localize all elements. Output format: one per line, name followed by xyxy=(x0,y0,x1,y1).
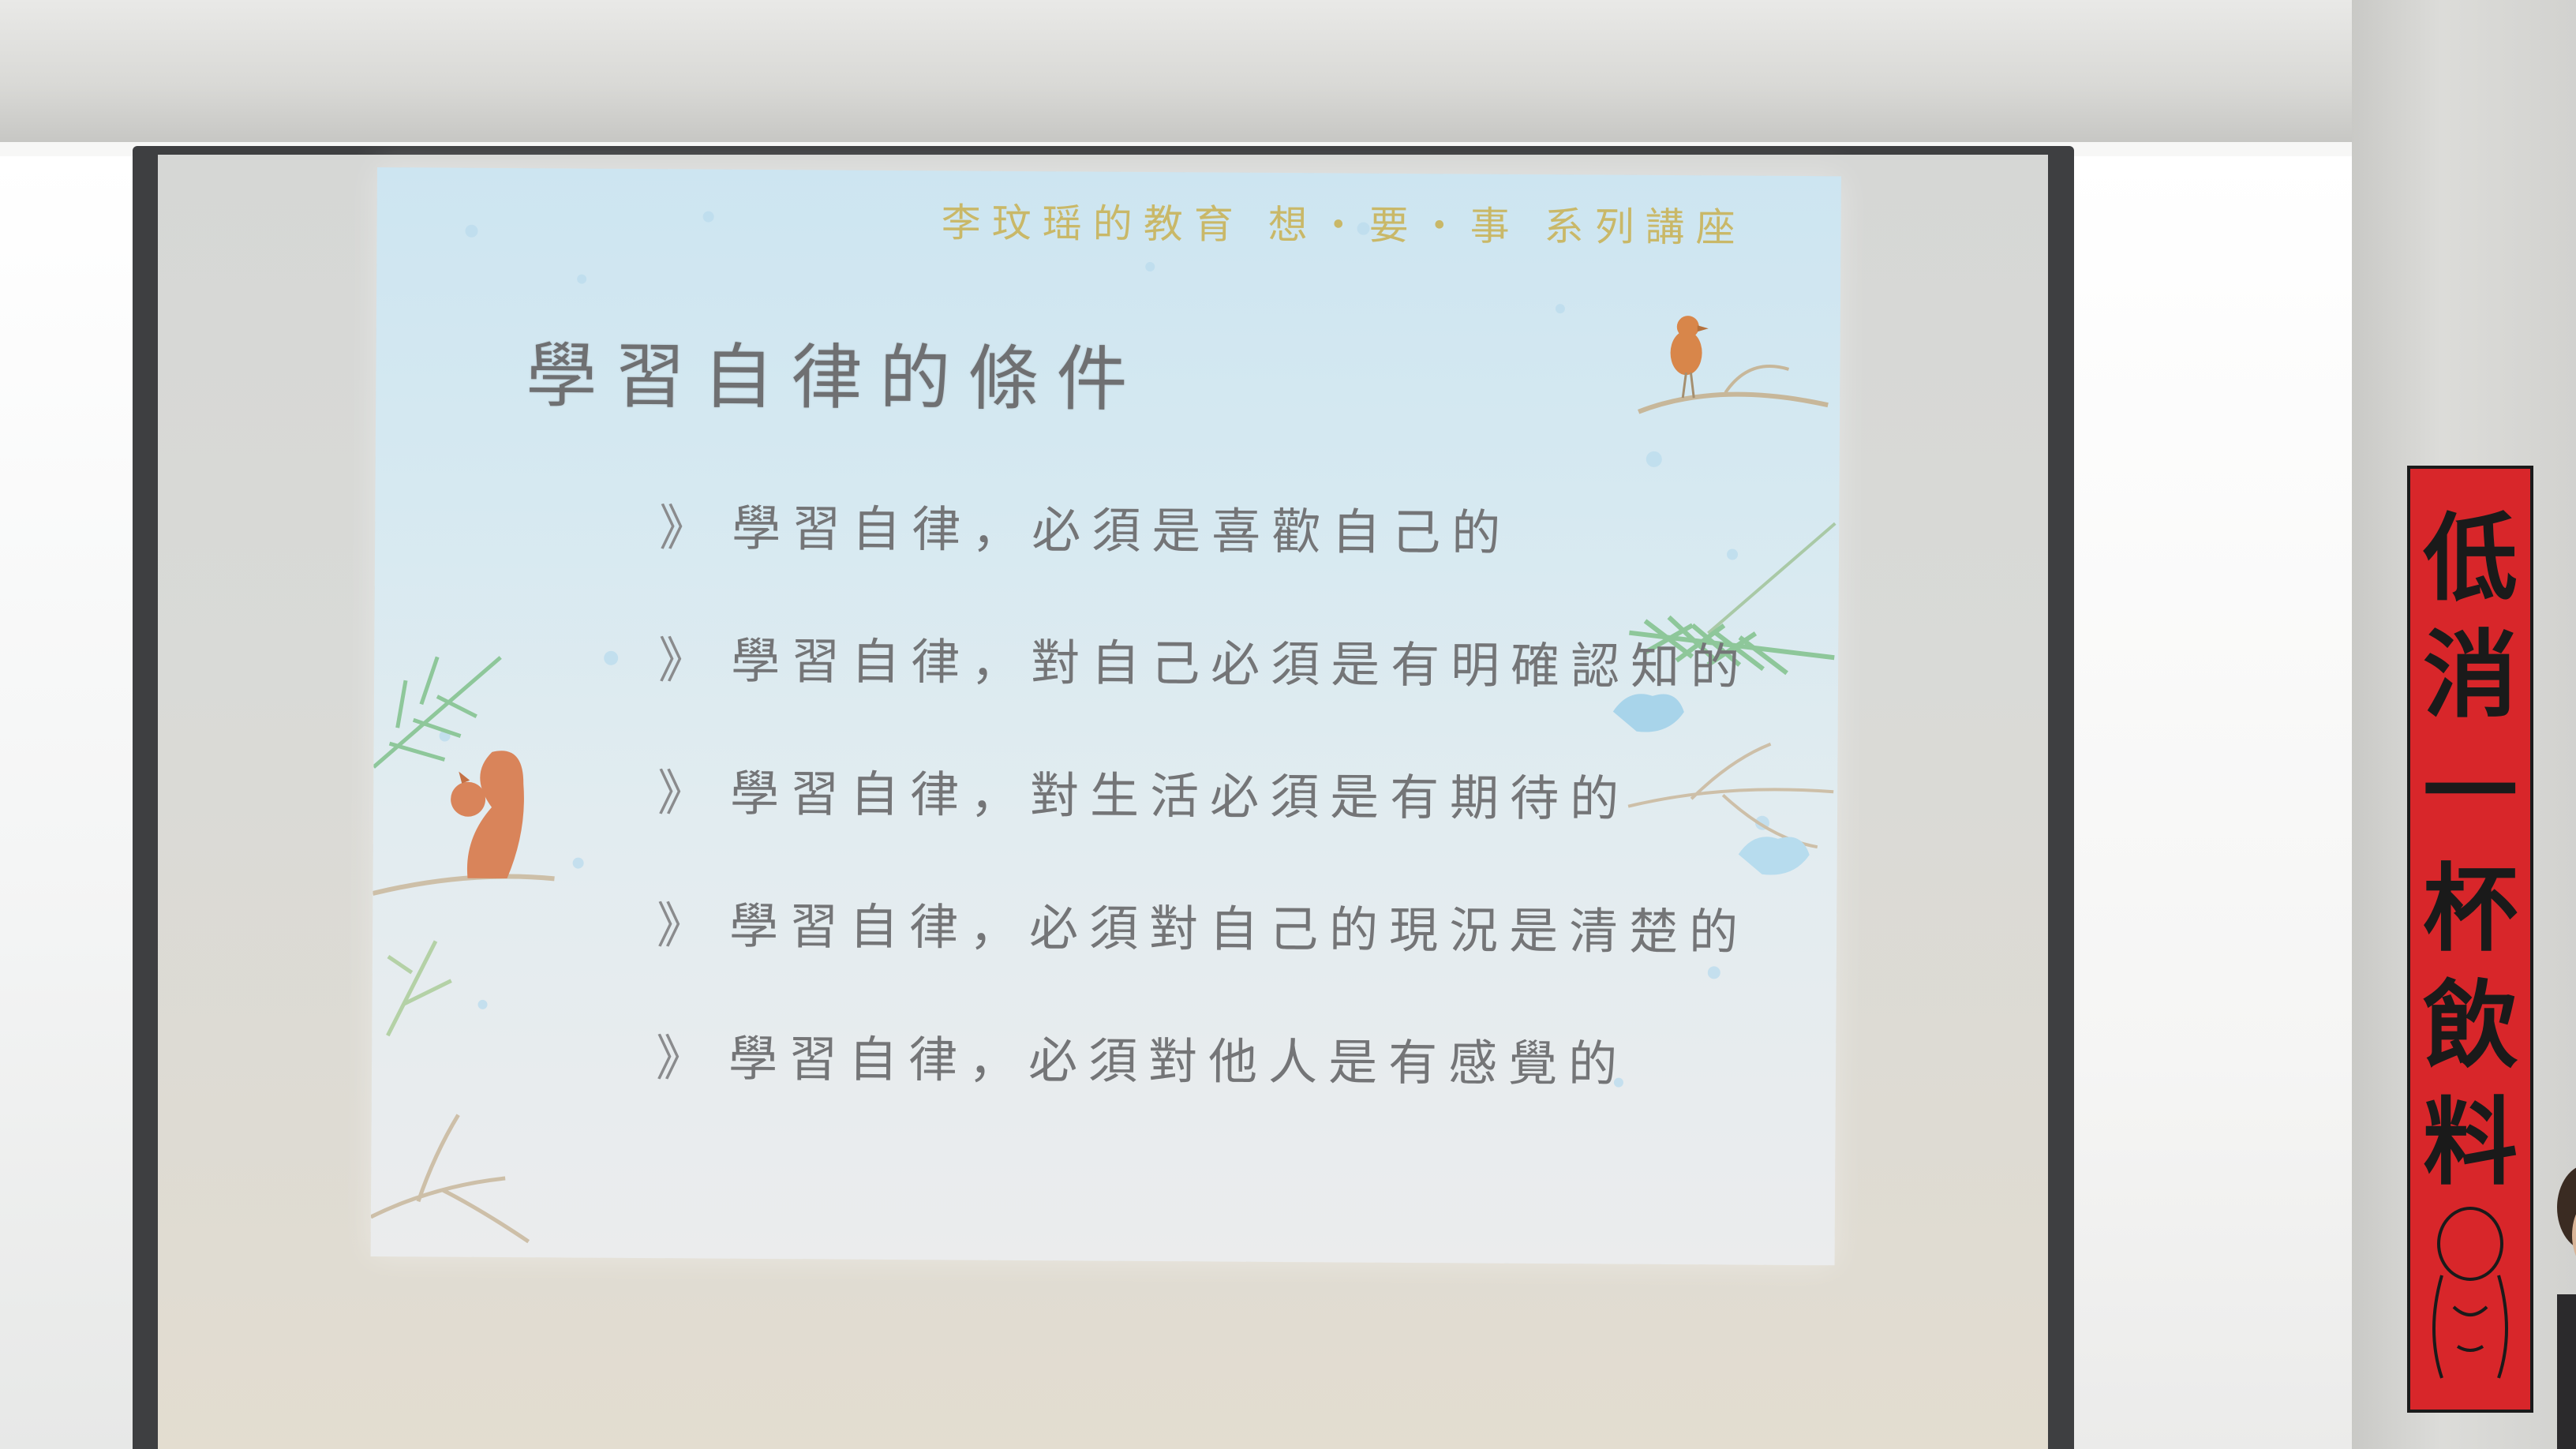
bullet-text: 學習自律，必須是喜歡自己的 xyxy=(732,499,1512,562)
list-item: 》 學習自律，必須是喜歡自己的 xyxy=(659,457,1752,596)
pine-branch-icon xyxy=(1612,522,1837,875)
ceiling xyxy=(0,0,2352,147)
banner-character: 一 xyxy=(2423,736,2518,848)
bullet-marker: 》 xyxy=(656,897,706,955)
right-window xyxy=(2068,156,2352,1449)
twig-icon xyxy=(370,1114,530,1244)
list-item: 》 學習自律，必須對自己的現況是清楚的 xyxy=(657,855,1750,994)
bullet-marker: 》 xyxy=(657,764,707,822)
bullet-list: 》 學習自律，必須是喜歡自己的 》 學習自律，對自己必須是有明確認知的 》 學習… xyxy=(656,457,1752,1126)
list-item: 》 學習自律，對自己必須是有明確認知的 xyxy=(658,590,1751,728)
list-item: 》 學習自律，必須對他人是有感覺的 xyxy=(656,987,1749,1126)
bullet-text: 學習自律，必須對他人是有感覺的 xyxy=(728,1029,1629,1093)
banner-figure-drawing xyxy=(2432,1207,2508,1379)
banner-character: 低 xyxy=(2423,503,2518,614)
squirrel-icon xyxy=(372,656,555,1037)
list-item: 》 學習自律，對生活必須是有期待的 xyxy=(657,722,1750,861)
bullet-marker: 》 xyxy=(655,1029,706,1088)
slide-header: 李玟瑶的教育 想・要・事 系列講座 xyxy=(941,200,1747,251)
bullet-text: 學習自律，對自己必須是有明確認知的 xyxy=(730,631,1751,696)
bullet-text: 學習自律，對生活必須是有期待的 xyxy=(729,764,1631,828)
snowflake-icon xyxy=(439,211,1769,1088)
bird-icon xyxy=(1638,316,1829,414)
slide-title: 學習自律的條件 xyxy=(526,335,1145,421)
bullet-text: 學習自律，必須對自己的現況是清楚的 xyxy=(728,897,1750,961)
bullet-marker: 》 xyxy=(658,499,709,557)
banner-character: 飲 xyxy=(2423,970,2518,1081)
banner-character: 杯 xyxy=(2423,853,2518,964)
banner-character: 料 xyxy=(2423,1087,2518,1198)
projected-slide: 李玟瑶的教育 想・要・事 系列講座 學習自律的條件 》 學習自律，必須是喜歡自己… xyxy=(370,167,1841,1266)
red-banner: 低 消 一 杯 飲 料 xyxy=(2407,466,2533,1413)
banner-character: 消 xyxy=(2423,620,2518,731)
audience-person xyxy=(2557,1167,2576,1449)
bullet-marker: 》 xyxy=(657,631,708,690)
